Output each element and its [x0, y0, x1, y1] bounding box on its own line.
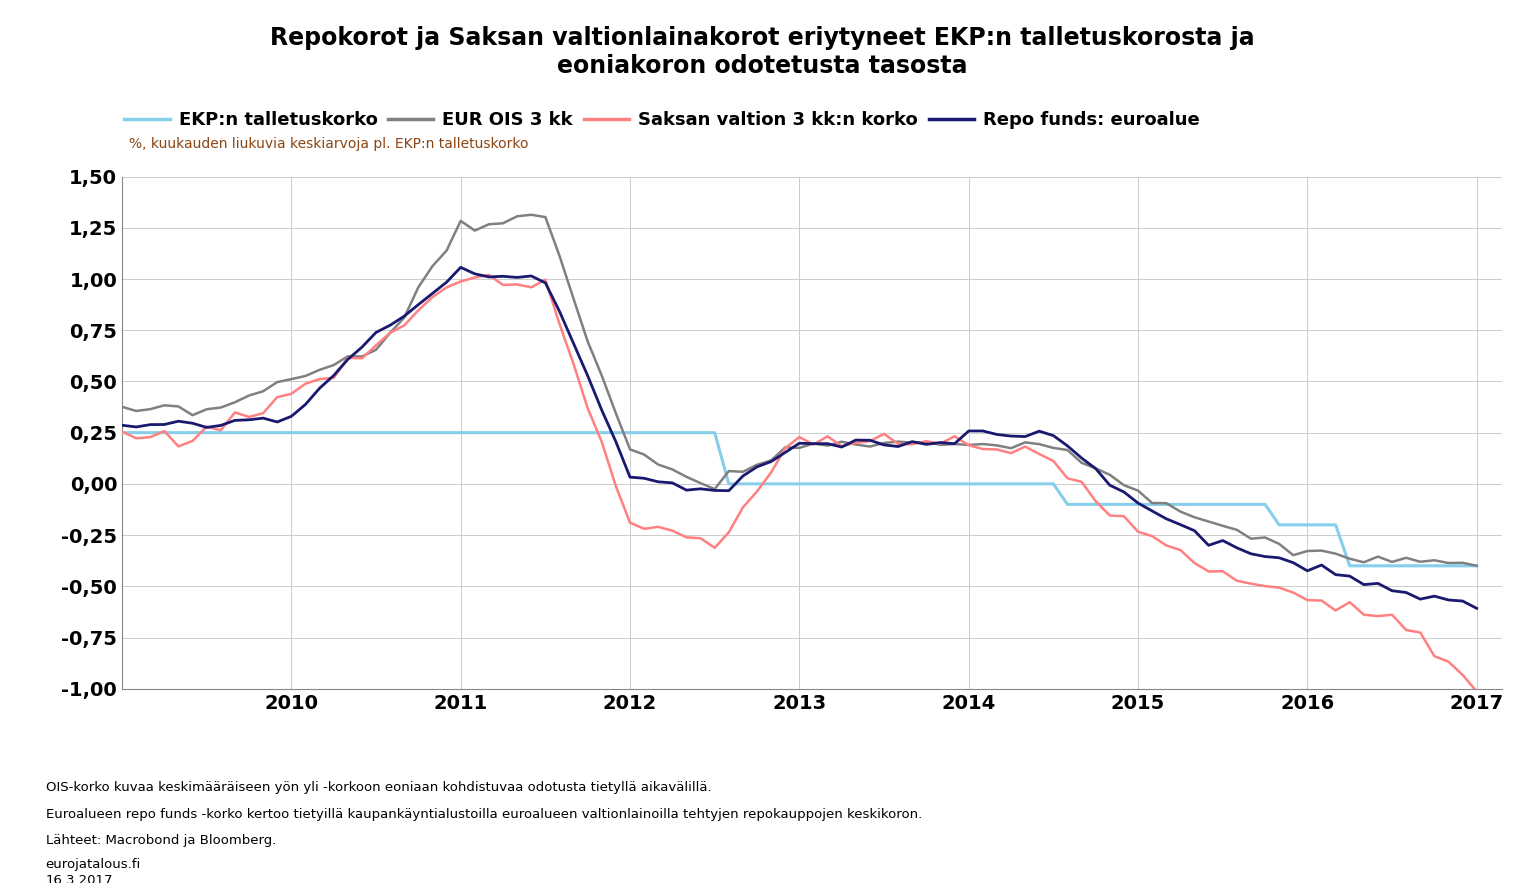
- Text: OIS-korko kuvaa keskimääräiseen yön yli -korkoon eoniaan kohdistuvaa odotusta ti: OIS-korko kuvaa keskimääräiseen yön yli …: [46, 781, 711, 795]
- Text: eurojatalous.fi: eurojatalous.fi: [46, 858, 140, 872]
- Text: %, kuukauden liukuvia keskiarvoja pl. EKP:n talletuskorko: %, kuukauden liukuvia keskiarvoja pl. EK…: [130, 137, 528, 151]
- Text: 16.3.2017: 16.3.2017: [46, 874, 113, 883]
- Text: Repokorot ja Saksan valtionlainakorot eriytyneet EKP:n talletuskorosta ja
eoniak: Repokorot ja Saksan valtionlainakorot er…: [270, 26, 1255, 79]
- Text: Lähteet: Macrobond ja Bloomberg.: Lähteet: Macrobond ja Bloomberg.: [46, 834, 276, 848]
- Text: Euroalueen repo funds -korko kertoo tietyillä kaupankäyntialustoilla euroalueen : Euroalueen repo funds -korko kertoo tiet…: [46, 808, 923, 821]
- Legend: EKP:n talletuskorko, EUR OIS 3 kk, Saksan valtion 3 kk:n korko, Repo funds: euro: EKP:n talletuskorko, EUR OIS 3 kk, Saksa…: [117, 103, 1206, 136]
